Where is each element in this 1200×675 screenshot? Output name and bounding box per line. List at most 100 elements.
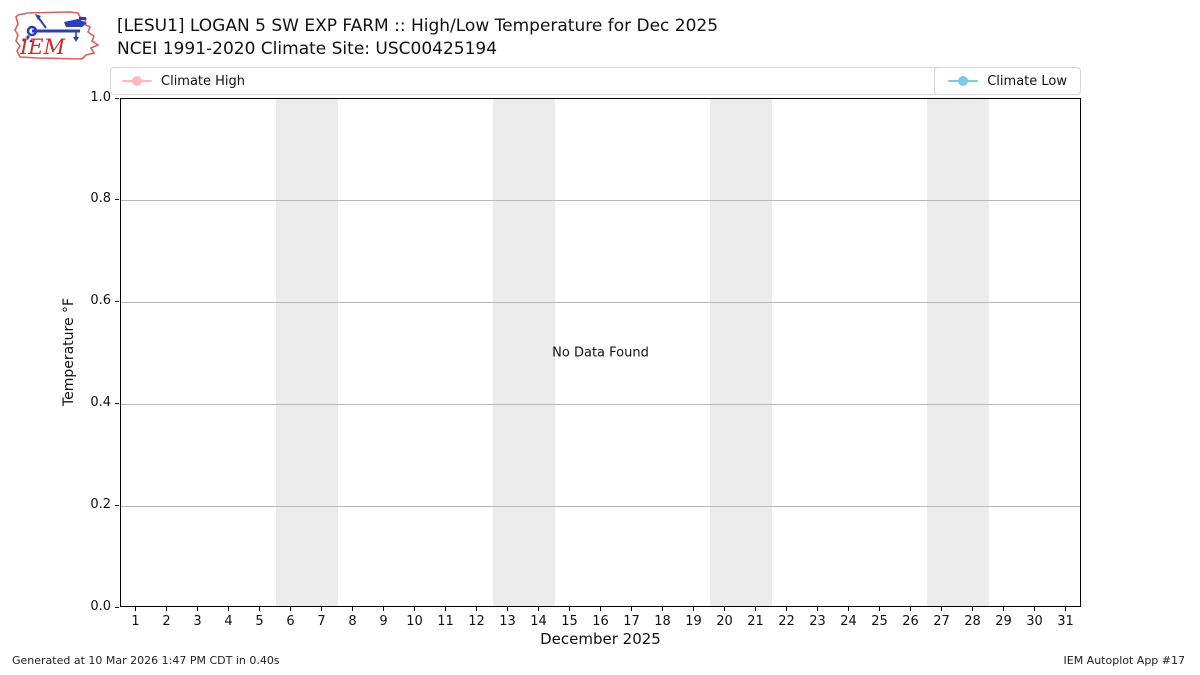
weekend-band xyxy=(710,99,772,606)
climate-high-dot xyxy=(132,76,142,86)
x-tick-label: 24 xyxy=(840,614,857,629)
chart-title: [LESU1] LOGAN 5 SW EXP FARM :: High/Low … xyxy=(117,16,719,36)
x-tick-label: 16 xyxy=(592,614,609,629)
x-tick-mark xyxy=(941,607,942,611)
x-tick-mark xyxy=(879,607,880,611)
x-axis-label: December 2025 xyxy=(540,630,661,648)
gridline xyxy=(121,200,1080,202)
footer-generated-text: Generated at 10 Mar 2026 1:47 PM CDT in … xyxy=(12,654,280,667)
climate-high-marker-icon xyxy=(122,74,152,88)
footer-app-text: IEM Autoplot App #17 xyxy=(1063,654,1186,667)
x-tick-mark xyxy=(972,607,973,611)
x-tick-mark xyxy=(848,607,849,611)
iem-logo: IEM xyxy=(14,11,100,60)
x-tick-label: 9 xyxy=(379,614,388,629)
x-tick-label: 3 xyxy=(193,614,202,629)
climate-low-marker-icon xyxy=(948,74,979,88)
y-tick-label: 0.2 xyxy=(90,496,111,512)
x-tick-label: 12 xyxy=(468,614,485,629)
x-tick-mark xyxy=(538,607,539,611)
x-tick-mark xyxy=(135,607,136,611)
iowa-outline xyxy=(14,11,100,60)
x-tick-mark xyxy=(259,607,260,611)
x-tick-mark xyxy=(321,607,322,611)
x-tick-mark xyxy=(414,607,415,611)
x-tick-mark xyxy=(166,607,167,611)
x-tick-mark xyxy=(693,607,694,611)
weekend-band xyxy=(927,99,989,606)
x-tick-label: 23 xyxy=(809,614,826,629)
x-tick-label: 20 xyxy=(716,614,733,629)
x-tick-label: 13 xyxy=(499,614,516,629)
x-tick-mark xyxy=(445,607,446,611)
iem-logo-text: IEM xyxy=(19,35,66,59)
x-tick-mark xyxy=(662,607,663,611)
x-tick-label: 25 xyxy=(871,614,888,629)
x-tick-label: 5 xyxy=(255,614,264,629)
y-tick-mark xyxy=(115,402,119,404)
gridline xyxy=(121,302,1080,304)
y-tick-mark xyxy=(115,199,119,201)
y-tick-mark xyxy=(115,504,119,506)
legend-item-climate-high: Climate High xyxy=(111,74,245,89)
x-tick-mark xyxy=(507,607,508,611)
x-tick-label: 2 xyxy=(162,614,171,629)
y-tick-mark xyxy=(115,301,119,303)
x-tick-mark xyxy=(569,607,570,611)
y-tick-label: 0.6 xyxy=(90,293,111,309)
climate-low-dot xyxy=(958,76,969,86)
x-tick-mark xyxy=(197,607,198,611)
x-tick-label: 15 xyxy=(561,614,578,629)
x-tick-label: 4 xyxy=(224,614,233,629)
x-tick-label: 31 xyxy=(1057,614,1074,629)
chart-subtitle: NCEI 1991-2020 Climate Site: USC00425194 xyxy=(117,39,498,59)
x-tick-mark xyxy=(724,607,725,611)
x-tick-label: 17 xyxy=(623,614,640,629)
legend-item-climate-low: Climate Low xyxy=(934,67,1081,95)
x-tick-mark xyxy=(1065,607,1066,611)
x-tick-label: 19 xyxy=(685,614,702,629)
x-tick-label: 10 xyxy=(406,614,423,629)
x-tick-mark xyxy=(352,607,353,611)
x-tick-mark xyxy=(383,607,384,611)
x-tick-mark xyxy=(476,607,477,611)
x-tick-label: 11 xyxy=(437,614,454,629)
x-tick-mark xyxy=(1034,607,1035,611)
x-tick-label: 30 xyxy=(1026,614,1043,629)
x-tick-mark xyxy=(1003,607,1004,611)
no-data-message: No Data Found xyxy=(552,345,649,360)
gridline xyxy=(121,403,1080,405)
y-tick-label: 0.8 xyxy=(90,191,111,207)
weekend-band xyxy=(493,99,555,606)
plot-area: No Data Found xyxy=(120,98,1081,607)
x-tick-label: 21 xyxy=(747,614,764,629)
x-tick-label: 14 xyxy=(530,614,547,629)
x-tick-mark xyxy=(786,607,787,611)
gridline xyxy=(121,505,1080,507)
chart-header: [LESU1] LOGAN 5 SW EXP FARM :: High/Low … xyxy=(117,15,718,61)
x-tick-label: 28 xyxy=(964,614,981,629)
x-tick-label: 7 xyxy=(317,614,326,629)
y-tick-mark xyxy=(115,97,119,99)
x-tick-mark xyxy=(600,607,601,611)
legend: Climate High Climate Low xyxy=(110,67,1081,95)
weather-vane-icon xyxy=(22,14,87,43)
x-tick-label: 29 xyxy=(995,614,1012,629)
y-axis-label: Temperature °F xyxy=(61,297,77,407)
x-tick-label: 1 xyxy=(131,614,140,629)
x-tick-mark xyxy=(755,607,756,611)
x-tick-mark xyxy=(631,607,632,611)
y-tick-mark xyxy=(115,606,119,608)
y-tick-label: 0.4 xyxy=(90,394,111,410)
x-tick-label: 8 xyxy=(348,614,357,629)
legend-label-climate-low: Climate Low xyxy=(987,73,1067,89)
x-tick-mark xyxy=(817,607,818,611)
x-tick-mark xyxy=(910,607,911,611)
y-tick-label: 0.0 xyxy=(90,598,111,614)
y-tick-label: 1.0 xyxy=(90,89,111,105)
x-tick-label: 22 xyxy=(778,614,795,629)
x-tick-label: 27 xyxy=(933,614,950,629)
x-tick-label: 18 xyxy=(654,614,671,629)
x-tick-mark xyxy=(228,607,229,611)
